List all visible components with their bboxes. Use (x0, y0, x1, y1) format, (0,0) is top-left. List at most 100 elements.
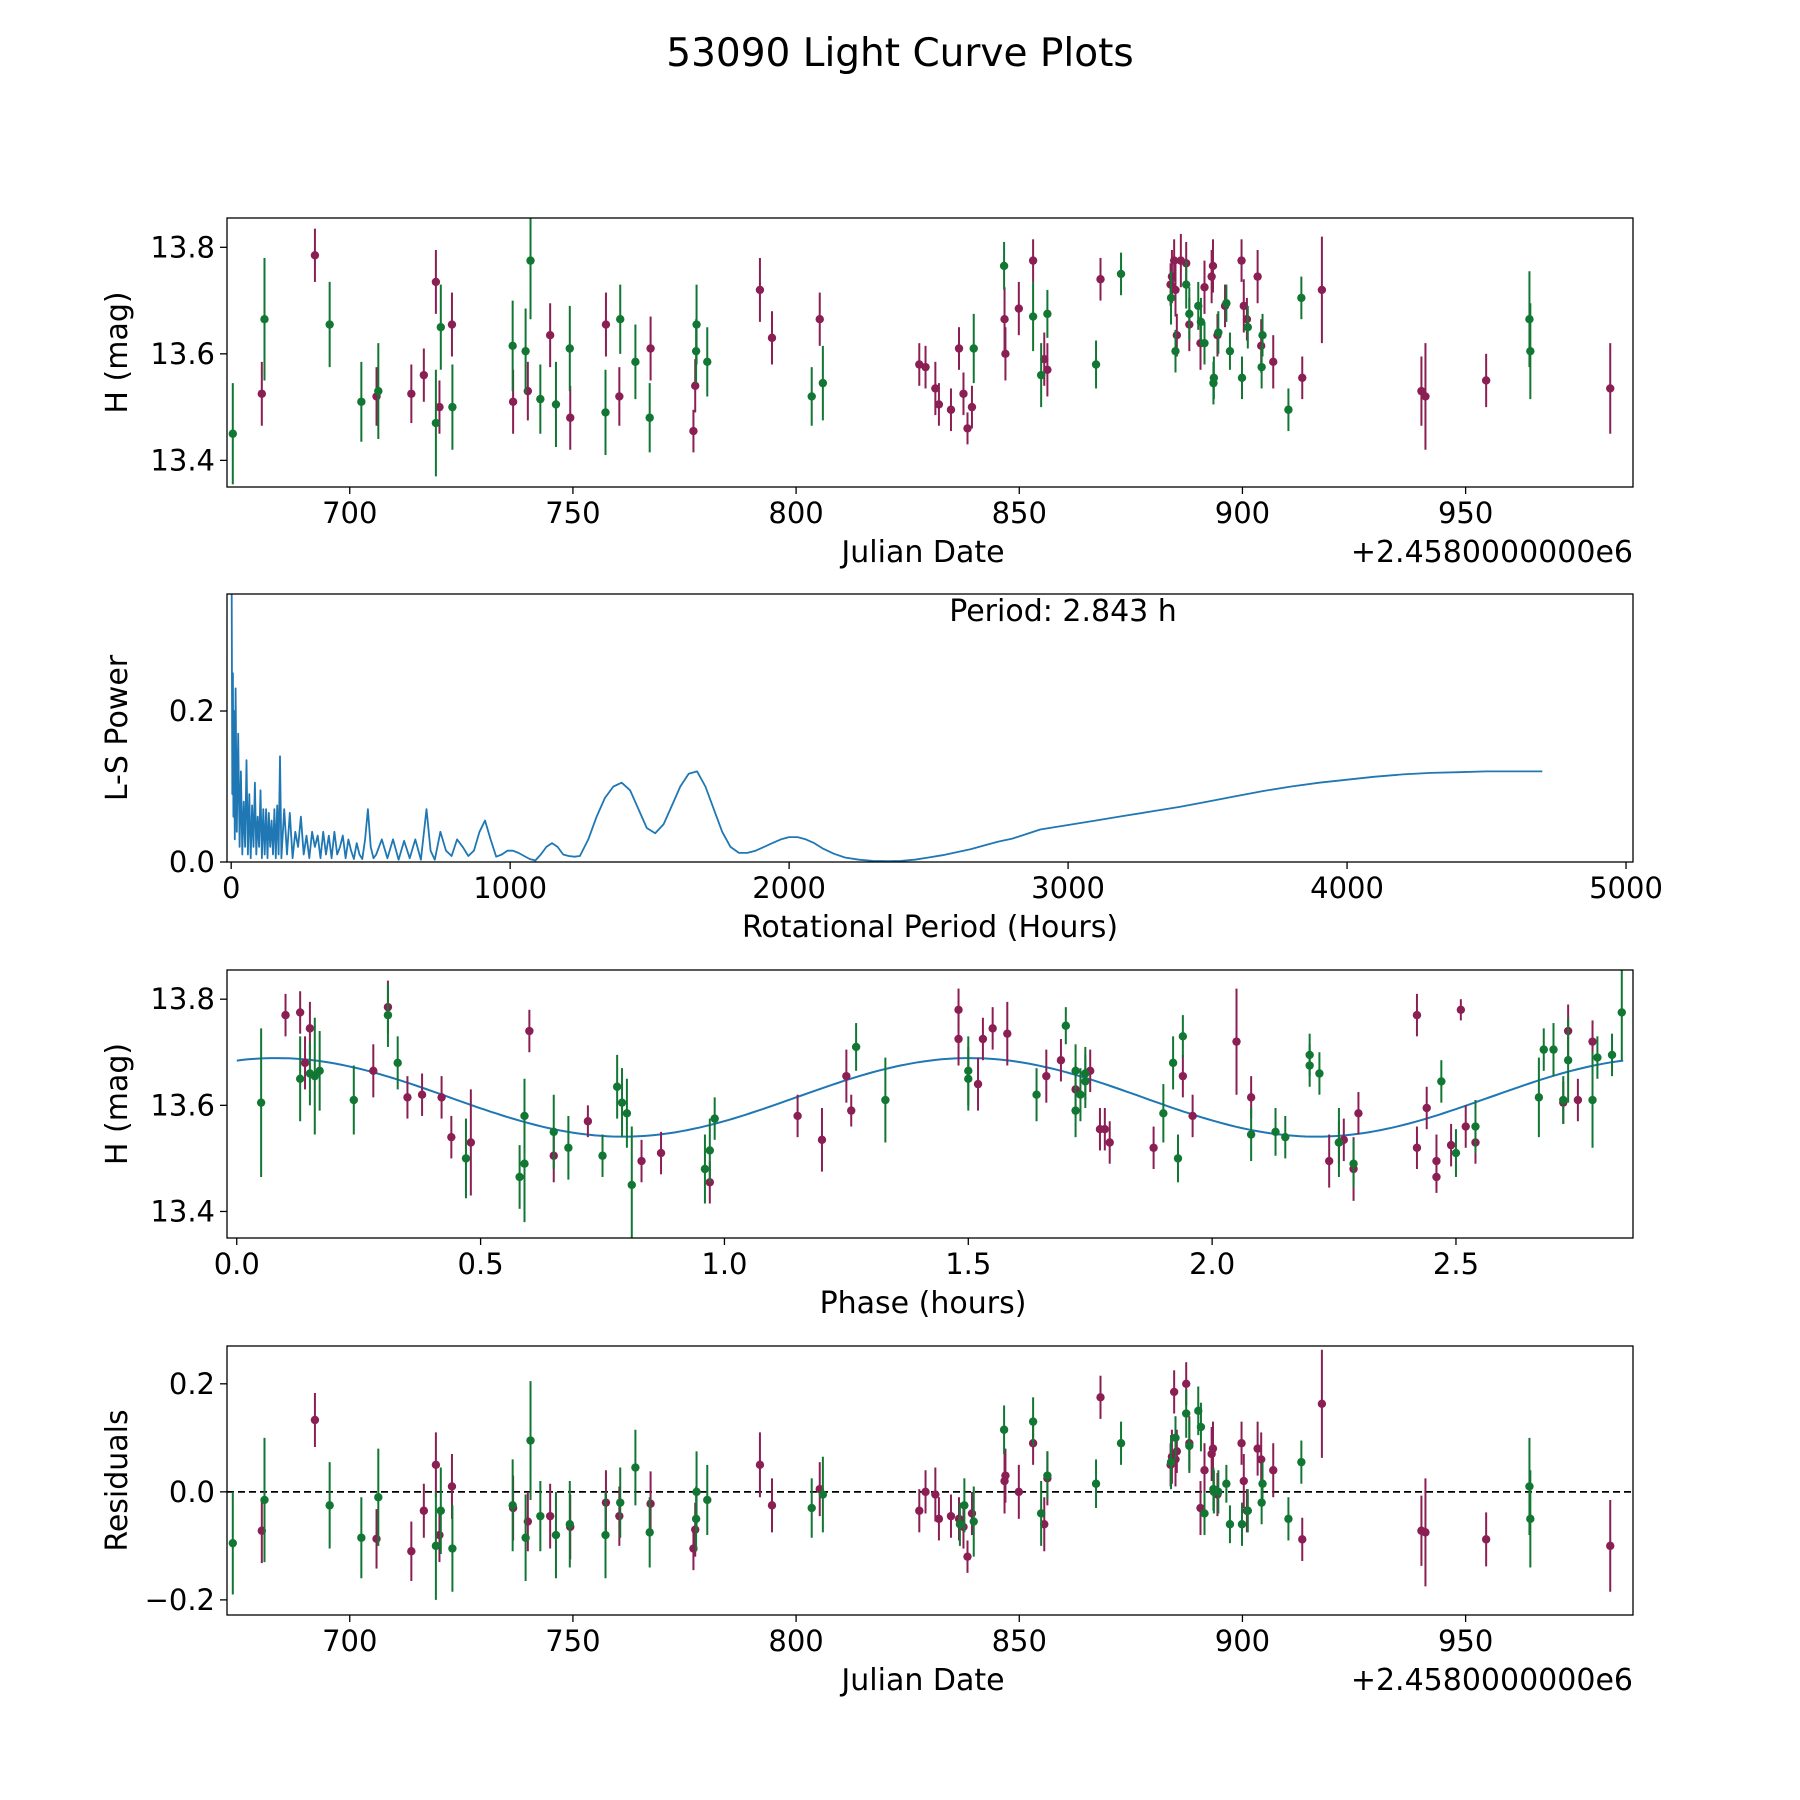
filter-red-point (435, 402, 444, 412)
x-tick-label: 750 (545, 496, 600, 530)
filter-green-point (851, 1042, 861, 1052)
x-tick-label: 5000 (1589, 871, 1663, 905)
filter-red-point (1178, 1071, 1188, 1081)
panel-residuals-ylabel: Residuals (100, 1409, 135, 1551)
filter-red-point (1056, 1056, 1066, 1065)
filter-red-point (915, 1506, 924, 1515)
y-tick-label: 13.4 (150, 1194, 215, 1228)
panel-light-curve-xlabel: Julian Date (839, 535, 1004, 570)
filter-red-point (1172, 330, 1182, 340)
x-tick-label: 1.5 (945, 1247, 991, 1281)
filter-red-point (447, 320, 457, 329)
filter-red-point (967, 1509, 977, 1518)
filter-green-point (1526, 1514, 1535, 1524)
filter-green-point (1243, 1506, 1253, 1515)
plot-area-res (227, 1349, 1633, 1600)
filter-red-point (1239, 1476, 1248, 1486)
axes-frame (226, 1345, 1634, 1616)
filter-green-point (461, 1154, 471, 1163)
filter-green-point (526, 1436, 535, 1445)
filter-green-point (1182, 1409, 1191, 1418)
x-tick-label: 850 (992, 496, 1047, 530)
filter-green-point (601, 1530, 610, 1540)
filter-green-point (526, 256, 535, 265)
filter-red-point (967, 402, 977, 412)
filter-green-point (1171, 346, 1180, 356)
filter-green-point (357, 397, 366, 406)
filter-green-point (1451, 1148, 1461, 1158)
filter-green-point (1168, 1058, 1178, 1068)
filter-red-point (1298, 1535, 1307, 1544)
filter-green-point (601, 408, 610, 417)
filter-green-point (1559, 1095, 1568, 1105)
filter-red-point (931, 1490, 940, 1499)
filter-green-point (617, 1098, 627, 1107)
filter-red-point (963, 424, 972, 433)
x-tick-label: 1.0 (701, 1247, 747, 1281)
filter-red-point (1606, 384, 1615, 393)
filter-red-point (615, 392, 624, 401)
filter-red-point (525, 1026, 534, 1036)
filter-red-point (1042, 1071, 1051, 1081)
filter-red-point (1588, 1037, 1597, 1046)
filter-green-point (1225, 1520, 1235, 1529)
ls-power-line (230, 594, 1543, 862)
filter-green-point (1116, 269, 1126, 279)
filter-red-point (921, 1487, 930, 1497)
filter-red-point (1169, 1387, 1179, 1397)
filter-green-point (1032, 1090, 1041, 1099)
filter-red-point (419, 1506, 429, 1515)
y-tick-label: 13.8 (150, 230, 215, 264)
filter-green-point (1257, 362, 1266, 372)
filter-red-point (1014, 304, 1024, 313)
y-tick-label: 13.6 (150, 1088, 215, 1122)
panel-residuals: Residuals Julian Date +2.4580000000e6 70… (100, 1345, 1634, 1698)
filter-green-point (1305, 1061, 1314, 1070)
filter-red-point (437, 1093, 446, 1102)
filter-green-point (325, 320, 334, 329)
filter-red-point (257, 389, 267, 398)
filter-green-point (357, 1533, 366, 1542)
filter-red-point (817, 1135, 827, 1145)
filter-red-point (934, 400, 944, 409)
filter-green-point (431, 1541, 441, 1551)
x-tick-label: 2000 (752, 871, 826, 905)
filter-green-point (260, 1495, 269, 1505)
filter-red-point (566, 413, 575, 422)
filter-red-point (300, 1058, 310, 1068)
filter-red-point (295, 1008, 305, 1017)
filter-red-point (1028, 256, 1038, 265)
x-tick-label: 700 (322, 1624, 377, 1658)
panel-periodogram: L-S Power Rotational Period (Hours) Peri… (100, 593, 1663, 945)
filter-red-point (767, 333, 777, 343)
filter-green-point (1159, 1109, 1168, 1118)
filter-red-point (705, 1178, 715, 1187)
panel-periodogram-xlabel: Rotational Period (Hours) (742, 910, 1118, 945)
filter-green-point (228, 1538, 238, 1548)
filter-red-point (407, 389, 416, 398)
plot-area-ls (230, 594, 1543, 862)
periodogram-annotation: Period: 2.843 h (949, 594, 1177, 629)
filter-green-point (536, 394, 545, 404)
filter-green-point (1334, 1138, 1344, 1147)
filter-green-point (598, 1151, 607, 1160)
x-tick-label: 3000 (1031, 871, 1105, 905)
filter-green-point (228, 429, 238, 438)
filter-green-point (374, 1493, 383, 1502)
filter-green-point (393, 1058, 402, 1068)
filter-green-point (1617, 1008, 1626, 1017)
filter-red-point (691, 381, 700, 390)
filter-green-point (1043, 1471, 1052, 1480)
plot-area-ph (236, 970, 1626, 1238)
filter-green-point (1209, 373, 1219, 383)
filter-red-point (646, 344, 655, 353)
filter-green-point (448, 402, 457, 412)
x-tick-label: 700 (322, 496, 377, 530)
filter-green-point (315, 1066, 324, 1076)
x-tick-label: 750 (545, 1624, 600, 1658)
filter-red-point (978, 1034, 988, 1044)
filter-green-point (383, 1010, 393, 1020)
filter-green-point (807, 1503, 816, 1513)
filter-green-point (612, 1082, 622, 1091)
filter-red-point (466, 1138, 476, 1147)
